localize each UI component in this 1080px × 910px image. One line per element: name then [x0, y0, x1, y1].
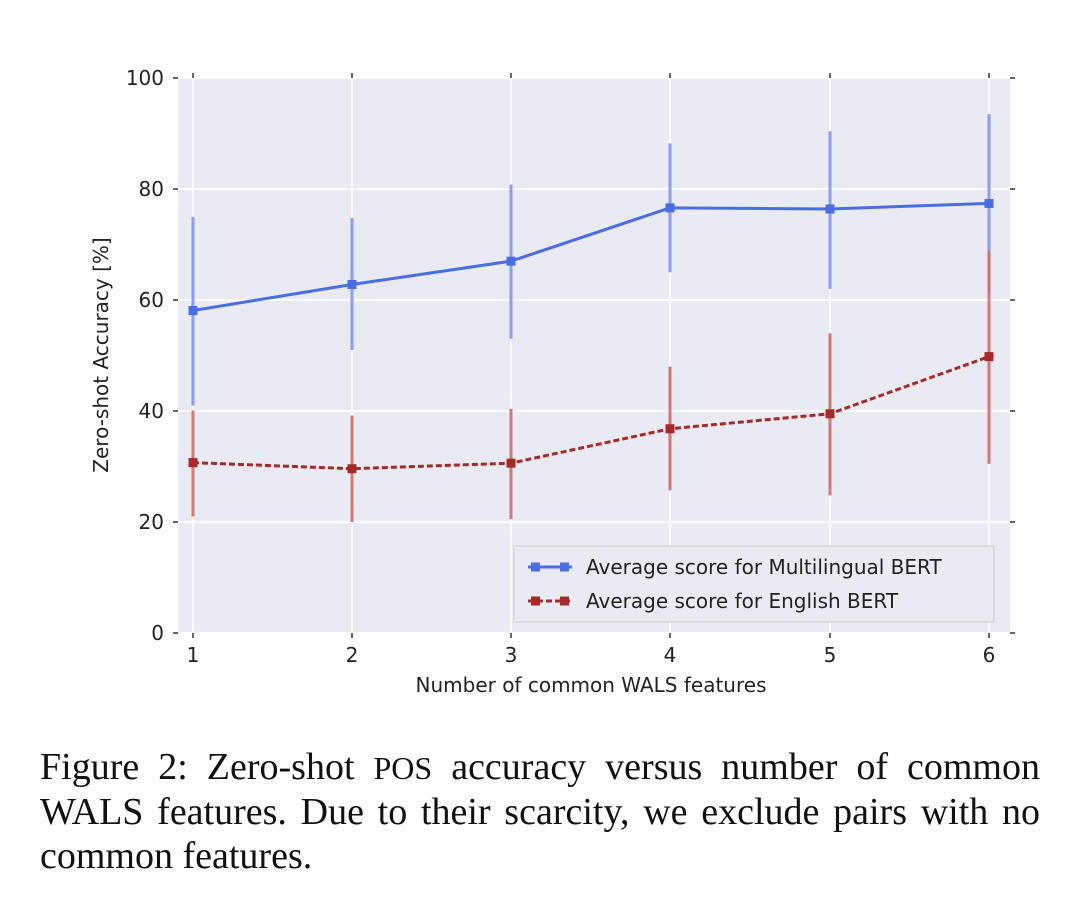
x-tick-label: 6: [983, 643, 996, 667]
caption-abbr: POS: [373, 750, 433, 786]
legend-marker-english: [531, 596, 540, 606]
data-point-multilingual: [347, 279, 357, 289]
caption-prefix: Figure 2: Zero-shot: [40, 746, 374, 788]
data-point-english: [188, 458, 198, 468]
legend-label-english: Average score for English BERT: [586, 589, 899, 613]
y-tick-label: 60: [139, 288, 164, 312]
y-tick-label: 40: [139, 399, 164, 423]
legend-marker-multilingual: [531, 562, 540, 572]
data-point-multilingual: [825, 204, 835, 214]
legend-label-multilingual: Average score for Multilingual BERT: [586, 555, 942, 579]
data-point-multilingual: [984, 198, 994, 208]
data-point-english: [665, 424, 675, 434]
data-point-multilingual: [506, 256, 516, 266]
series-multilingual: [188, 114, 994, 406]
x-tick-label: 5: [824, 643, 837, 667]
y-tick-label: 0: [151, 621, 164, 645]
legend-marker-english: [560, 596, 569, 606]
series-line-english: [192, 355, 990, 471]
series-english: [188, 251, 994, 522]
figure-caption: Figure 2: Zero-shot POS accuracy versus …: [40, 745, 1040, 878]
legend-box: [513, 545, 995, 623]
data-point-english: [984, 352, 994, 362]
caption-suffix: accuracy versus number of common WALS fe…: [40, 746, 1040, 877]
series-line-multilingual: [192, 201, 990, 313]
data-point-english: [825, 409, 835, 419]
y-tick-label: 20: [139, 510, 164, 534]
data-point-english: [506, 458, 516, 468]
data-point-english: [347, 464, 357, 474]
legend: Average score for Multilingual BERT Avera…: [513, 545, 995, 623]
x-axis-label: Number of common WALS features: [416, 673, 767, 697]
gridlines: [178, 77, 1010, 634]
legend-marker-multilingual: [560, 562, 569, 572]
y-tick-label: 80: [139, 177, 164, 201]
series-layer: [188, 114, 994, 522]
x-tick-label: 1: [187, 643, 200, 667]
y-tick-label: 100: [126, 66, 164, 90]
x-tick-label: 3: [505, 643, 518, 667]
x-tick-label: 2: [346, 643, 359, 667]
y-axis-label: Zero-shot Accuracy [%]: [89, 237, 113, 472]
data-point-multilingual: [665, 203, 675, 213]
x-tick-label: 4: [664, 643, 677, 667]
plot-background: [178, 78, 1010, 633]
data-point-multilingual: [188, 306, 198, 316]
